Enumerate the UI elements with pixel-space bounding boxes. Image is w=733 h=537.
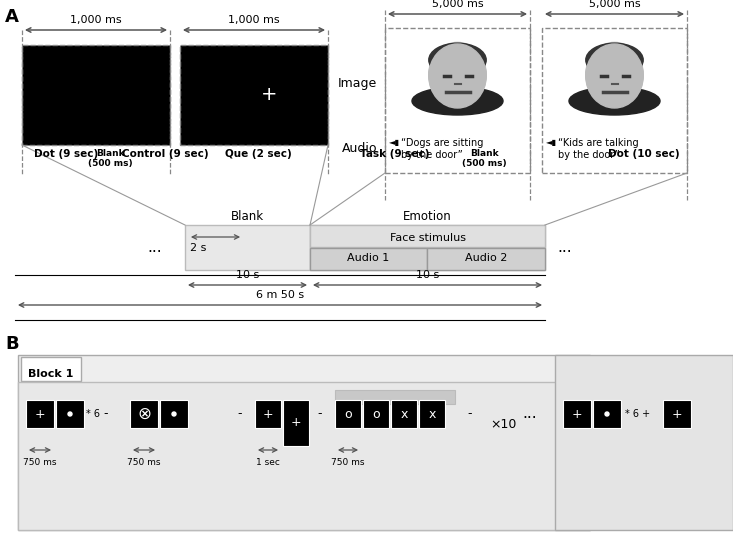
Text: 5,000 ms: 5,000 ms: [589, 0, 641, 9]
Text: Blank
(500 ms): Blank (500 ms): [462, 149, 507, 169]
Text: 750 ms: 750 ms: [128, 458, 161, 467]
Ellipse shape: [429, 42, 486, 106]
Bar: [22, 45, 170, 145]
Bar: [185, 225, 310, 270]
Text: ⊗: ⊗: [137, 405, 151, 423]
Circle shape: [605, 412, 609, 416]
Text: +: +: [34, 408, 45, 420]
Bar: [555, 355, 733, 530]
Text: 750 ms: 750 ms: [331, 458, 365, 467]
Text: +: +: [572, 408, 582, 420]
Text: Face stimulus: Face stimulus: [389, 233, 465, 243]
Circle shape: [172, 412, 176, 416]
Text: Dot (10 sec): Dot (10 sec): [608, 149, 679, 159]
Bar: [593, 400, 621, 428]
Text: * 6 +: * 6 +: [625, 409, 650, 419]
Bar: [283, 400, 309, 446]
Text: o: o: [345, 408, 352, 420]
Circle shape: [68, 412, 72, 416]
Ellipse shape: [586, 43, 643, 77]
Text: ...: ...: [558, 240, 572, 255]
Ellipse shape: [412, 87, 503, 115]
Text: 6 m 50 s: 6 m 50 s: [256, 290, 304, 300]
Text: “Dogs are sitting
by the door”: “Dogs are sitting by the door”: [401, 138, 483, 161]
Text: ◄▮: ◄▮: [546, 138, 557, 147]
Bar: [542, 28, 687, 173]
Text: +: +: [262, 408, 273, 420]
Bar: [391, 400, 417, 428]
Bar: [26, 400, 54, 428]
Bar: [335, 400, 361, 428]
Text: Task (9 sec): Task (9 sec): [360, 149, 430, 159]
Text: 2 s: 2 s: [190, 243, 207, 253]
Text: ...: ...: [147, 240, 162, 255]
Bar: [255, 400, 281, 428]
Text: x: x: [400, 408, 408, 420]
Text: -: -: [237, 408, 242, 420]
Text: Audio: Audio: [342, 142, 377, 155]
Text: Audio 1: Audio 1: [347, 253, 390, 263]
Text: 1,000 ms: 1,000 ms: [70, 15, 122, 25]
Text: Audio 2: Audio 2: [465, 253, 507, 263]
Bar: [130, 400, 158, 428]
Text: ×10: ×10: [490, 417, 516, 431]
Ellipse shape: [429, 44, 486, 108]
Text: 1 sec: 1 sec: [256, 458, 280, 467]
Text: o: o: [372, 408, 380, 420]
Text: +: +: [671, 408, 682, 420]
Text: 1,000 ms: 1,000 ms: [228, 15, 280, 25]
Text: 10 s: 10 s: [416, 270, 439, 280]
Text: -: -: [104, 408, 108, 420]
Bar: [160, 400, 188, 428]
Bar: [563, 400, 591, 428]
Bar: [419, 400, 445, 428]
Text: ◄▮: ◄▮: [389, 138, 400, 147]
Bar: [335, 390, 455, 404]
Text: Block 1: Block 1: [29, 369, 74, 379]
Bar: [18, 355, 590, 530]
Text: Image: Image: [338, 76, 377, 90]
Bar: [427, 248, 545, 270]
Ellipse shape: [586, 42, 643, 106]
Bar: [18, 382, 590, 530]
Bar: [663, 400, 691, 428]
Text: “Kids are talking
by the door”: “Kids are talking by the door”: [558, 138, 638, 161]
Text: 10 s: 10 s: [236, 270, 259, 280]
FancyBboxPatch shape: [21, 357, 81, 381]
Bar: [180, 45, 328, 145]
Text: B: B: [5, 335, 18, 353]
Text: Blank: Blank: [231, 210, 264, 223]
Bar: [310, 225, 545, 270]
Text: ...: ...: [523, 407, 537, 422]
Text: A: A: [5, 8, 19, 26]
Text: 750 ms: 750 ms: [23, 458, 56, 467]
Text: -: -: [468, 408, 472, 420]
Ellipse shape: [569, 87, 660, 115]
Text: Control (9 sec): Control (9 sec): [122, 149, 208, 159]
Text: -: -: [317, 408, 323, 420]
Ellipse shape: [586, 44, 643, 108]
Text: Que (2 sec): Que (2 sec): [224, 149, 292, 159]
Text: Blank
(500 ms): Blank (500 ms): [88, 149, 133, 169]
Text: * 6: * 6: [86, 409, 100, 419]
Text: 5,000 ms: 5,000 ms: [432, 0, 483, 9]
Ellipse shape: [429, 43, 486, 77]
Bar: [310, 248, 427, 270]
Text: Dot (9 sec): Dot (9 sec): [34, 149, 98, 159]
Text: Emotion: Emotion: [403, 210, 452, 223]
Text: +: +: [260, 85, 277, 105]
Bar: [363, 400, 389, 428]
Text: x: x: [428, 408, 435, 420]
Bar: [56, 400, 84, 428]
Bar: [385, 28, 530, 173]
Text: +: +: [291, 417, 301, 430]
Bar: [310, 225, 545, 247]
